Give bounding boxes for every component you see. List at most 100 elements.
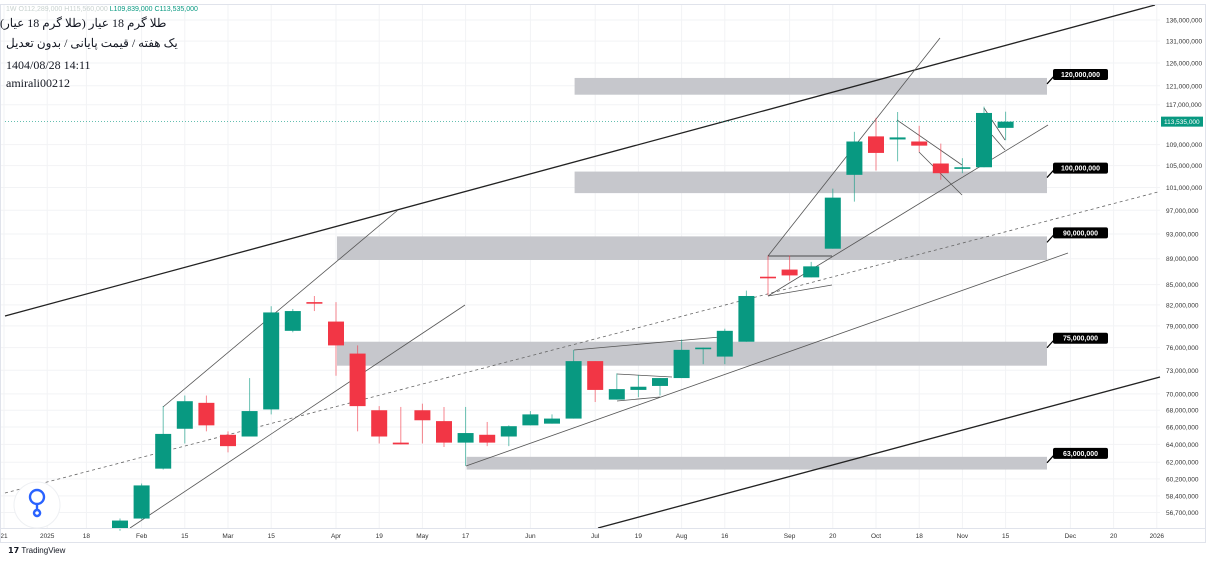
candle[interactable] bbox=[436, 406, 452, 448]
candle[interactable] bbox=[889, 111, 906, 162]
candle[interactable] bbox=[500, 425, 517, 447]
oct-down-line bbox=[896, 119, 963, 166]
candle[interactable] bbox=[133, 483, 150, 520]
candle[interactable] bbox=[371, 406, 388, 444]
candle[interactable] bbox=[241, 378, 258, 437]
candle[interactable] bbox=[695, 347, 712, 365]
candle[interactable] bbox=[414, 403, 431, 444]
candle[interactable] bbox=[824, 188, 841, 249]
candle-body bbox=[695, 347, 712, 350]
candle-body bbox=[500, 426, 517, 437]
candle[interactable] bbox=[565, 349, 582, 419]
price-axis[interactable]: 136,000,000 131,000,000 126,000,000 121,000… bbox=[1161, 18, 1203, 518]
candle[interactable] bbox=[976, 106, 992, 168]
candle[interactable] bbox=[803, 261, 820, 278]
zone-label-text: 100,000,000 bbox=[1061, 166, 1100, 173]
price-tick-label: 66,000,000 bbox=[1166, 425, 1199, 432]
candle[interactable] bbox=[220, 431, 236, 453]
candle-body bbox=[155, 433, 172, 469]
candle[interactable] bbox=[608, 373, 625, 400]
candle[interactable] bbox=[652, 378, 668, 396]
candle[interactable] bbox=[198, 395, 215, 432]
time-tick-label: Sep bbox=[784, 533, 796, 540]
candle-body bbox=[392, 442, 409, 445]
candle-body bbox=[349, 353, 366, 407]
price-tick-label: 117,000,000 bbox=[1166, 102, 1202, 109]
candle[interactable] bbox=[868, 117, 884, 171]
candle-body bbox=[220, 434, 236, 447]
time-tick-label: Jun bbox=[525, 533, 536, 540]
jun-line bbox=[573, 336, 721, 351]
candle-body bbox=[587, 361, 604, 390]
ohlc-low: L109,839,000 bbox=[109, 6, 153, 13]
chart-frame bbox=[0, 4, 1206, 543]
price-tick-label: 76,000,000 bbox=[1166, 345, 1199, 352]
time-tick-label: 18 bbox=[916, 533, 924, 540]
candle-body bbox=[479, 434, 496, 443]
candle[interactable] bbox=[760, 255, 776, 296]
candle-body bbox=[781, 269, 798, 276]
candle[interactable] bbox=[263, 306, 280, 415]
candle[interactable] bbox=[673, 339, 690, 379]
candle[interactable] bbox=[479, 421, 496, 447]
price-tick-label: 68,000,000 bbox=[1166, 408, 1199, 415]
candle[interactable] bbox=[392, 406, 409, 445]
candle-body bbox=[544, 418, 560, 424]
candle[interactable] bbox=[328, 302, 344, 376]
candle[interactable] bbox=[997, 111, 1014, 141]
jul-tri-bottom bbox=[616, 396, 661, 402]
candle[interactable] bbox=[284, 308, 301, 333]
candle[interactable] bbox=[781, 255, 798, 281]
snapshot-datetime: 1404/08/28 14:11 bbox=[6, 58, 91, 72]
candle[interactable] bbox=[544, 414, 560, 424]
candle[interactable] bbox=[932, 143, 949, 180]
price-tick-label: 97,000,000 bbox=[1166, 208, 1199, 215]
candle[interactable] bbox=[630, 374, 647, 398]
price-tick-label: 136,000,000 bbox=[1166, 18, 1203, 25]
candle[interactable] bbox=[716, 328, 733, 365]
candle-body bbox=[868, 136, 884, 153]
zone-label-box bbox=[1053, 447, 1108, 459]
candle[interactable] bbox=[176, 395, 193, 444]
candle[interactable] bbox=[155, 406, 172, 470]
time-axis[interactable]: 21 2025 18 Feb 15 Mar 15 Apr 19 May 17 Jun Jul 19 Aug 1… bbox=[0, 533, 1164, 540]
candle[interactable] bbox=[954, 158, 971, 174]
time-tick-label: 19 bbox=[376, 533, 384, 540]
early-channel-lower bbox=[129, 304, 466, 529]
candle-body bbox=[198, 402, 215, 426]
candle-body bbox=[911, 141, 928, 146]
candle[interactable] bbox=[738, 290, 755, 342]
zone-label-box bbox=[1053, 68, 1108, 80]
candle-body bbox=[306, 302, 323, 304]
tradingview-logo-icon: 𝟭𝟳 bbox=[8, 546, 20, 555]
chart-settings-line: یک هفته / قیمت پایانی / بدون تعدیل bbox=[6, 36, 178, 50]
candle-body bbox=[889, 137, 906, 140]
time-tick-label: Feb bbox=[136, 533, 148, 540]
candle[interactable] bbox=[349, 345, 366, 432]
price-tick-label: 56,700,000 bbox=[1166, 510, 1199, 517]
candle[interactable] bbox=[846, 131, 863, 202]
symbol-title: طلا گرم 18 عیار (طلا گرم 18 عیار) bbox=[0, 16, 167, 30]
candle-body bbox=[112, 520, 128, 529]
candle[interactable] bbox=[587, 361, 604, 403]
author-name: amirali00212 bbox=[6, 76, 70, 90]
tradingview-brand[interactable]: 𝟭𝟳 TradingView bbox=[8, 546, 66, 555]
candle[interactable] bbox=[522, 411, 539, 426]
candle-body bbox=[932, 163, 949, 174]
candle-body bbox=[846, 141, 863, 175]
time-tick-label: 16 bbox=[721, 533, 729, 540]
jul-tri-top bbox=[616, 373, 673, 378]
candle[interactable] bbox=[306, 295, 323, 312]
time-tick-label: 17 bbox=[462, 533, 470, 540]
time-tick-label: Apr bbox=[331, 533, 342, 540]
time-tick-label: Nov bbox=[957, 533, 969, 540]
price-tick-label: 58,400,000 bbox=[1166, 493, 1199, 500]
candle[interactable] bbox=[457, 406, 474, 466]
time-tick-label: 21 bbox=[0, 533, 8, 540]
candle-body bbox=[522, 414, 539, 426]
price-tick-label: 121,000,000 bbox=[1166, 83, 1203, 90]
candle-body bbox=[976, 112, 992, 168]
price-tick-label: 70,000,000 bbox=[1166, 391, 1199, 398]
candle[interactable] bbox=[911, 125, 928, 152]
